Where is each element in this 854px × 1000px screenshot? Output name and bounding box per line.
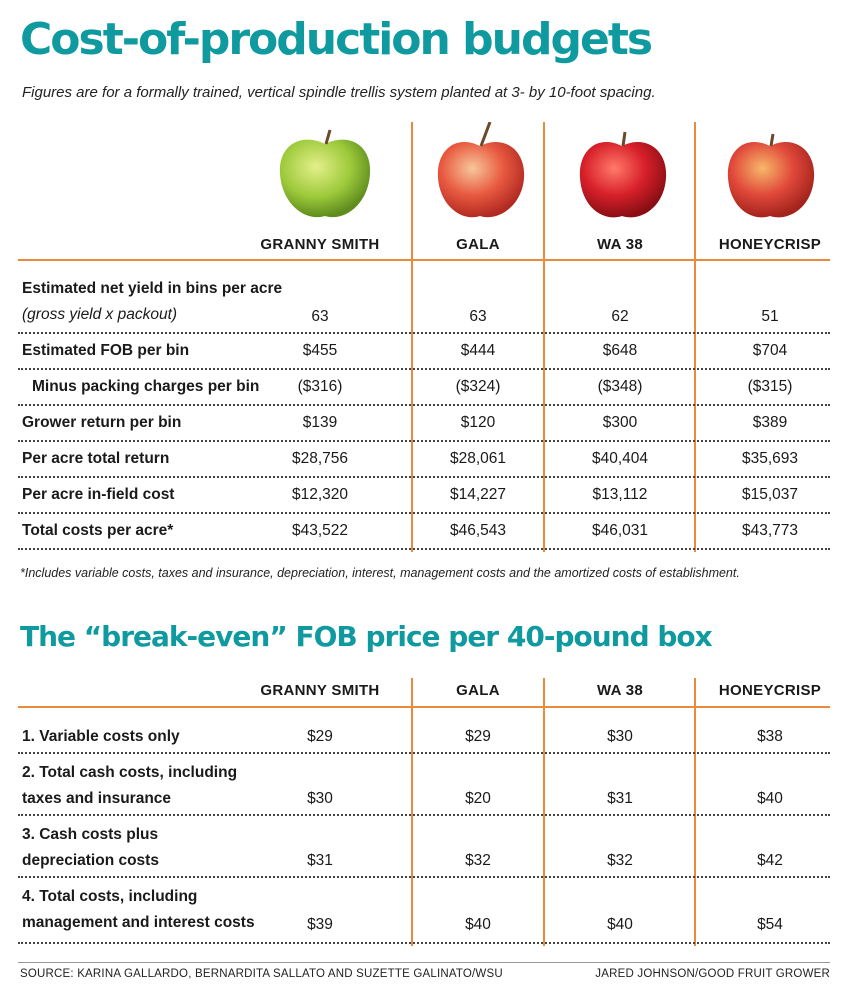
cell: ($324) bbox=[455, 378, 501, 395]
subtitle: Figures are for a formally trained, vert… bbox=[22, 84, 656, 101]
table-row: Estimated net yield in bins per acre (gr… bbox=[18, 272, 830, 334]
row-label: 3. Cash costs plus depreciation costs bbox=[22, 826, 159, 869]
column-header-gala: GALA bbox=[456, 682, 500, 699]
cell: $43,773 bbox=[741, 522, 799, 539]
column-header-wa38: WA 38 bbox=[597, 682, 643, 699]
row-label: Per acre in-field cost bbox=[22, 486, 175, 503]
table-row: Per acre total return $28,756 $28,061 $4… bbox=[18, 442, 830, 478]
break-even-table: GRANNY SMITH GALA WA 38 HONEYCRISP 1. Va… bbox=[18, 678, 830, 950]
cell: $444 bbox=[460, 342, 496, 359]
cell: $54 bbox=[757, 916, 783, 933]
column-divider bbox=[543, 678, 545, 946]
cell: ($316) bbox=[297, 378, 343, 395]
cell: $46,031 bbox=[591, 522, 649, 539]
cell: $455 bbox=[302, 342, 338, 359]
column-header-granny-smith: GRANNY SMITH bbox=[260, 236, 380, 253]
cell: $30 bbox=[607, 728, 633, 745]
table-row: Per acre in-field cost $12,320 $14,227 $… bbox=[18, 478, 830, 514]
header-rule bbox=[18, 259, 830, 261]
cell: 62 bbox=[611, 308, 629, 325]
column-divider bbox=[543, 122, 545, 552]
cell: $300 bbox=[602, 414, 638, 431]
cell: $648 bbox=[602, 342, 638, 359]
cell: $704 bbox=[752, 342, 788, 359]
table-row: Minus packing charges per bin ($316) ($3… bbox=[18, 370, 830, 406]
row-label: Total costs per acre* bbox=[22, 522, 174, 539]
cell: ($348) bbox=[597, 378, 643, 395]
cell: $42 bbox=[757, 852, 783, 869]
cell: $12,320 bbox=[291, 486, 349, 503]
cell: $38 bbox=[757, 728, 783, 745]
column-header-honeycrisp: HONEYCRISP bbox=[718, 682, 822, 699]
cost-table: GRANNY SMITH GALA WA 38 HONEYCRISP Estim… bbox=[18, 122, 830, 552]
cell: ($315) bbox=[747, 378, 793, 395]
cell: $13,112 bbox=[592, 486, 648, 503]
wa38-apple-icon bbox=[579, 131, 667, 218]
column-header-granny-smith: GRANNY SMITH bbox=[260, 682, 380, 699]
column-divider bbox=[411, 122, 413, 552]
footer-rule bbox=[18, 962, 830, 963]
cell: $35,693 bbox=[741, 450, 799, 467]
cell: $29 bbox=[307, 728, 333, 745]
cell: $31 bbox=[607, 790, 633, 807]
page-title: Cost-of-production budgets bbox=[20, 14, 653, 65]
honeycrisp-apple-icon bbox=[727, 133, 815, 218]
cell: $46,543 bbox=[449, 522, 507, 539]
cell: $30 bbox=[307, 790, 333, 807]
graphic-credit: JARED JOHNSON/GOOD FRUIT GROWER bbox=[595, 968, 830, 980]
cell: $32 bbox=[465, 852, 491, 869]
cell: $40 bbox=[607, 916, 633, 933]
row-label: 4. Total costs, including management and… bbox=[22, 888, 255, 931]
cell: $31 bbox=[307, 852, 333, 869]
cell: $43,522 bbox=[291, 522, 349, 539]
gala-apple-icon bbox=[437, 122, 525, 218]
cell: 63 bbox=[311, 308, 329, 325]
cell: $20 bbox=[465, 790, 491, 807]
cell: 51 bbox=[761, 308, 779, 325]
cell: $15,037 bbox=[741, 486, 799, 503]
cell: $14,227 bbox=[449, 486, 507, 503]
cell: $139 bbox=[302, 414, 338, 431]
table-row: Total costs per acre* $43,522 $46,543 $4… bbox=[18, 514, 830, 550]
cell: $120 bbox=[460, 414, 496, 431]
cell: 63 bbox=[469, 308, 487, 325]
cell: $40 bbox=[757, 790, 783, 807]
section-title: The “break-even” FOB price per 40-pound … bbox=[20, 620, 713, 653]
header-rule bbox=[18, 706, 830, 708]
column-header-gala: GALA bbox=[456, 236, 500, 253]
table-row: Grower return per bin $139 $120 $300 $38… bbox=[18, 406, 830, 442]
cell: $40 bbox=[465, 916, 491, 933]
footnote: *Includes variable costs, taxes and insu… bbox=[20, 566, 740, 580]
row-label: 1. Variable costs only bbox=[22, 728, 180, 745]
cell: $28,061 bbox=[449, 450, 507, 467]
row-label: 2. Total cash costs, including taxes and… bbox=[22, 764, 238, 807]
row-label: Estimated FOB per bin bbox=[22, 342, 190, 359]
row-label: Estimated net yield in bins per acre (gr… bbox=[22, 280, 283, 323]
cell: $40,404 bbox=[591, 450, 649, 467]
column-divider bbox=[694, 122, 696, 552]
granny-smith-apple-icon bbox=[279, 129, 371, 218]
table-row: 1. Variable costs only $29 $29 $30 $38 bbox=[18, 718, 830, 754]
table-row: Estimated FOB per bin $455 $444 $648 $70… bbox=[18, 334, 830, 370]
table-row: 2. Total cash costs, including taxes and… bbox=[18, 754, 830, 816]
column-divider bbox=[694, 678, 696, 946]
cell: $28,756 bbox=[291, 450, 349, 467]
table-row: 3. Cash costs plus depreciation costs $3… bbox=[18, 816, 830, 878]
row-label: Per acre total return bbox=[22, 450, 170, 467]
source-credit: SOURCE: KARINA GALLARDO, BERNARDITA SALL… bbox=[20, 968, 503, 980]
cell: $29 bbox=[465, 728, 491, 745]
column-header-wa38: WA 38 bbox=[597, 236, 643, 253]
column-divider bbox=[411, 678, 413, 946]
cell: $39 bbox=[307, 916, 333, 933]
column-header-honeycrisp: HONEYCRISP bbox=[718, 236, 822, 253]
row-label: Grower return per bin bbox=[22, 414, 182, 431]
row-label: Minus packing charges per bin bbox=[32, 378, 260, 395]
cell: $389 bbox=[752, 414, 788, 431]
table-row: 4. Total costs, including management and… bbox=[18, 878, 830, 944]
cell: $32 bbox=[607, 852, 633, 869]
